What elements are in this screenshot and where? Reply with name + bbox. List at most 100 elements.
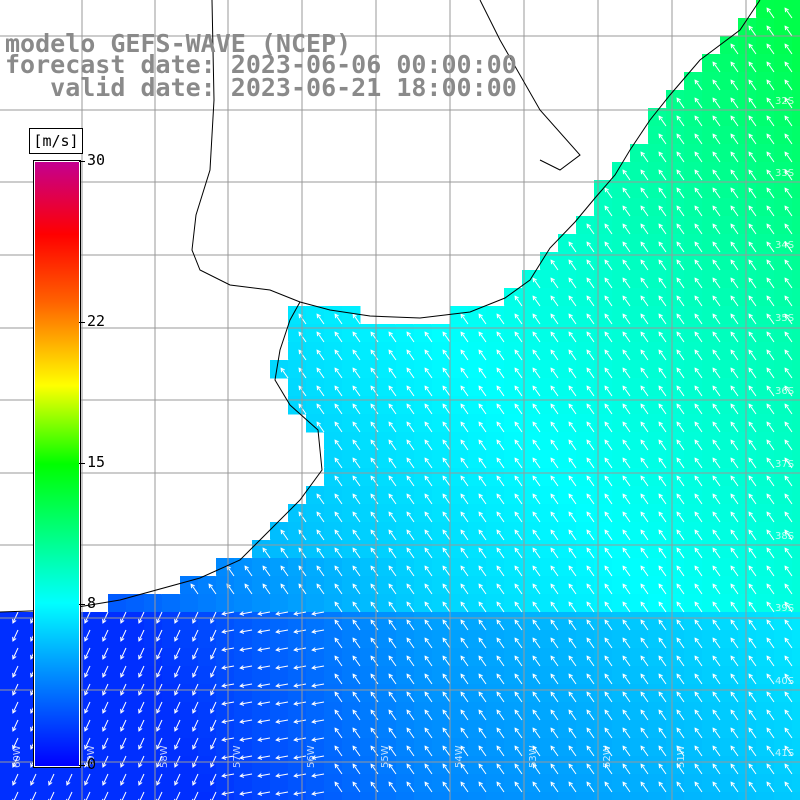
wind-arrow bbox=[640, 529, 649, 541]
wind-arrow bbox=[730, 583, 739, 595]
wind-speed-cell bbox=[594, 396, 613, 415]
wind-arrow bbox=[766, 547, 775, 559]
wind-speed-cell bbox=[648, 432, 667, 451]
wind-speed-cell bbox=[576, 540, 595, 559]
wind-arrow bbox=[532, 277, 541, 289]
wind-speed-cell bbox=[486, 504, 505, 523]
wind-arrow bbox=[239, 665, 253, 670]
wind-arrow bbox=[658, 637, 667, 649]
wind-speed-cell bbox=[486, 720, 505, 739]
wind-speed-cell bbox=[666, 486, 685, 505]
wind-speed-cell bbox=[432, 684, 451, 703]
wind-speed-cell bbox=[558, 468, 577, 487]
wind-speed-cell bbox=[756, 414, 775, 433]
wind-speed-cell bbox=[684, 144, 703, 163]
latitude-label: 35S bbox=[775, 313, 795, 324]
wind-arrow bbox=[442, 745, 451, 757]
wind-speed-cell bbox=[612, 414, 631, 433]
wind-speed-cell bbox=[108, 756, 127, 775]
wind-speed-cell bbox=[414, 450, 433, 469]
wind-speed-cell bbox=[414, 504, 433, 523]
wind-arrow bbox=[784, 295, 793, 307]
wind-speed-cell bbox=[504, 738, 523, 757]
wind-arrow bbox=[388, 727, 397, 739]
wind-arrow bbox=[604, 367, 613, 379]
wind-speed-cell bbox=[504, 414, 523, 433]
wind-speed-cell bbox=[612, 396, 631, 415]
wind-speed-cell bbox=[702, 576, 721, 595]
wind-arrow bbox=[334, 655, 343, 667]
wind-speed-cell bbox=[450, 684, 469, 703]
wind-arrow bbox=[460, 439, 469, 451]
wind-arrow bbox=[210, 737, 217, 750]
wind-speed-cell bbox=[378, 612, 397, 631]
wind-speed-cell bbox=[450, 702, 469, 721]
wind-arrow bbox=[532, 511, 541, 523]
wind-arrow bbox=[784, 475, 793, 487]
wind-arrow bbox=[280, 529, 289, 541]
wind-speed-cell bbox=[90, 630, 109, 649]
wind-speed-cell bbox=[306, 684, 325, 703]
wind-arrow bbox=[676, 313, 685, 325]
wind-speed-cell bbox=[612, 522, 631, 541]
wind-speed-cell bbox=[738, 558, 757, 577]
wind-speed-cell bbox=[612, 558, 631, 577]
wind-arrow bbox=[478, 709, 487, 721]
wind-speed-cell bbox=[774, 720, 793, 739]
wind-speed-cell bbox=[774, 144, 793, 163]
wind-speed-cell bbox=[522, 774, 541, 793]
wind-arrow bbox=[604, 673, 613, 685]
wind-arrow bbox=[712, 457, 721, 469]
wind-arrow bbox=[694, 151, 703, 163]
wind-speed-cell bbox=[468, 378, 487, 397]
wind-speed-cell bbox=[630, 450, 649, 469]
wind-arrow bbox=[640, 781, 649, 793]
wind-speed-cell bbox=[630, 306, 649, 325]
wind-speed-cell bbox=[666, 144, 685, 163]
wind-speed-cell bbox=[720, 702, 739, 721]
wind-speed-cell bbox=[666, 414, 685, 433]
wind-arrow bbox=[694, 223, 703, 235]
wind-speed-cell bbox=[666, 666, 685, 685]
wind-speed-cell bbox=[378, 522, 397, 541]
wind-arrow bbox=[460, 637, 469, 649]
wind-arrow bbox=[730, 529, 739, 541]
wind-speed-cell bbox=[774, 162, 793, 181]
wind-speed-cell bbox=[126, 720, 145, 739]
wind-arrow bbox=[244, 583, 253, 595]
wind-speed-cell bbox=[756, 234, 775, 253]
wind-arrow bbox=[658, 493, 667, 505]
wind-arrow bbox=[640, 367, 649, 379]
wind-speed-cell bbox=[630, 648, 649, 667]
wind-arrow bbox=[568, 241, 577, 253]
wind-arrow bbox=[712, 151, 721, 163]
wind-arrow bbox=[676, 529, 685, 541]
wind-speed-cell bbox=[324, 558, 343, 577]
wind-arrow bbox=[604, 637, 613, 649]
wind-arrow bbox=[694, 511, 703, 523]
wind-arrow bbox=[748, 763, 757, 775]
wind-arrow bbox=[766, 205, 775, 217]
wind-arrow bbox=[676, 655, 685, 667]
wind-speed-cell bbox=[378, 738, 397, 757]
wind-arrow bbox=[550, 601, 559, 613]
wind-arrow bbox=[622, 187, 631, 199]
wind-speed-cell bbox=[198, 648, 217, 667]
wind-arrow bbox=[658, 565, 667, 577]
wind-speed-cell bbox=[738, 594, 757, 613]
wind-arrow bbox=[568, 475, 577, 487]
wind-arrow bbox=[514, 367, 523, 379]
wind-speed-cell bbox=[756, 342, 775, 361]
wind-speed-cell bbox=[252, 792, 271, 800]
wind-speed-cell bbox=[720, 774, 739, 793]
wind-speed-cell bbox=[18, 756, 37, 775]
wind-arrow bbox=[352, 637, 361, 649]
wind-speed-cell bbox=[630, 324, 649, 343]
wind-speed-cell bbox=[324, 792, 343, 800]
wind-speed-cell bbox=[342, 594, 361, 613]
wind-arrow bbox=[748, 43, 757, 55]
wind-arrow bbox=[352, 331, 361, 343]
wind-speed-cell bbox=[468, 468, 487, 487]
wind-arrow bbox=[748, 313, 757, 325]
wind-speed-cell bbox=[288, 522, 307, 541]
